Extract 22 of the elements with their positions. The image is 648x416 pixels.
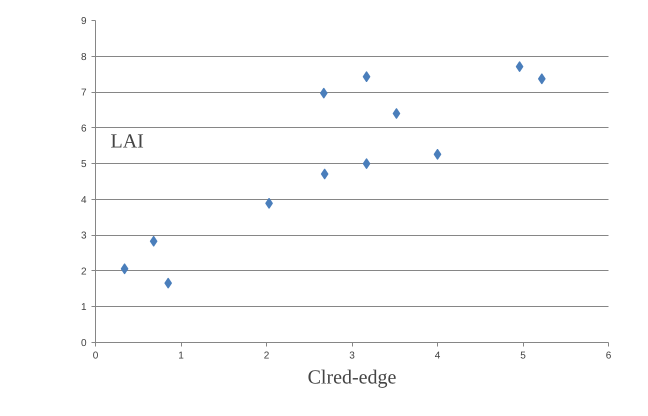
x-tick-label: 2 xyxy=(264,350,270,362)
y-tick-label: 9 xyxy=(80,16,87,27)
y-tick-label: 6 xyxy=(80,123,87,134)
x-tick-label: 4 xyxy=(434,350,441,362)
y-tick-label: 7 xyxy=(80,88,87,99)
x-tick-label: 0 xyxy=(92,350,99,362)
point xyxy=(538,73,546,84)
point xyxy=(164,278,172,289)
x-axis-title: Clred-edge xyxy=(308,366,397,388)
y-tick-label: 4 xyxy=(80,194,87,206)
y-tick-label: 0 xyxy=(80,338,87,349)
y-tick-label: 3 xyxy=(80,230,87,242)
y-tick-label: 2 xyxy=(80,266,87,278)
x-tick-label: 3 xyxy=(349,350,356,362)
x-tick-label: 1 xyxy=(178,350,184,362)
y-axis-title: LAI xyxy=(110,130,144,152)
y-tick-label: 8 xyxy=(80,52,87,63)
y-tick-label: 5 xyxy=(80,159,87,170)
y-tick-label: 1 xyxy=(80,302,87,314)
x-tick-label: 5 xyxy=(520,350,526,362)
x-tick-label: 6 xyxy=(606,350,612,362)
point xyxy=(320,88,328,99)
